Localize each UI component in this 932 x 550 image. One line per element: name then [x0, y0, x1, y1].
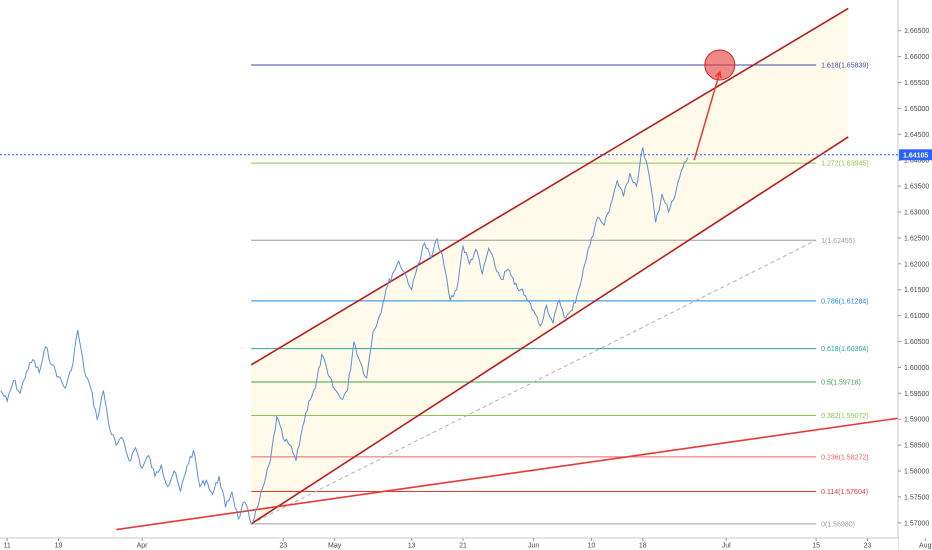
- fib-level-label: 1.618(1.65839): [821, 62, 868, 69]
- fib-level-label: 1.272(1.63945): [821, 161, 868, 168]
- price-line: [0, 147, 689, 525]
- price-tick-label: 1.58000: [904, 469, 929, 476]
- fib-trend-line: [250, 239, 817, 525]
- time-tick-label: 23: [864, 543, 872, 550]
- fib-level-label: 0.786(1.61284): [821, 298, 868, 305]
- price-tick-label: 1.62500: [904, 235, 929, 242]
- price-tick-label: 1.64500: [904, 132, 929, 139]
- price-tick-label: 1.57500: [904, 494, 929, 501]
- price-tick-label: 1.63000: [904, 210, 929, 217]
- fib-level-label: 1(1.62455): [821, 238, 855, 245]
- price-tick-label: 1.60500: [904, 339, 929, 346]
- price-tick-label: 1.59000: [904, 417, 929, 424]
- fib-level-label: 0.5(1.59718): [821, 380, 861, 387]
- price-tick-label: 1.59500: [904, 391, 929, 398]
- last-price-box: [899, 149, 932, 161]
- target-annotation: [693, 49, 736, 161]
- price-tick-label: 1.61000: [904, 313, 929, 320]
- time-tick-label: 13: [408, 543, 416, 550]
- time-tick-label: Jul: [722, 543, 731, 550]
- fib-level-label: 0(1.56980): [821, 521, 855, 528]
- channel-fill-area: [251, 8, 849, 524]
- time-axis-bg: [0, 538, 898, 550]
- projection-arrow-shaft: [693, 71, 721, 161]
- time-tick-label: Apr: [137, 543, 149, 550]
- price-tick-label: 1.57000: [904, 520, 929, 527]
- price-tick-label: 1.65000: [904, 106, 929, 113]
- fib-level-label: 0.236(1.58272): [821, 454, 868, 461]
- price-tick-label: 1.63500: [904, 184, 929, 191]
- price-tick-label: 1.58500: [904, 443, 929, 450]
- time-tick-label: 21: [459, 543, 467, 550]
- channel-lower-line: [250, 136, 849, 525]
- time-tick-label: May: [328, 543, 342, 550]
- last-price-marker: 1.64105: [0, 149, 932, 161]
- time-axis[interactable]: 1119Apr23May1321Jun1018Jul1523Aug1220: [0, 537, 932, 550]
- time-tick-label: Aug: [919, 543, 932, 550]
- target-circle: [704, 49, 736, 81]
- support-line: [116, 412, 932, 531]
- price-tick-label: 1.66000: [904, 54, 929, 61]
- last-price-label: 1.64105: [903, 152, 928, 159]
- price-tick-label: 1.60000: [904, 365, 929, 372]
- time-tick-label: 15: [812, 543, 820, 550]
- fib-level-label: 0.114(1.57604): [821, 489, 868, 496]
- time-tick-label: 19: [55, 543, 63, 550]
- channel-fill: [251, 8, 849, 524]
- fib-level-label: 0.618(1.60364): [821, 346, 868, 353]
- price-tick-label: 1.66500: [904, 28, 929, 35]
- time-tick-label: 18: [639, 543, 647, 550]
- price-tick-label: 1.64000: [904, 158, 929, 165]
- channel-upper-line: [250, 7, 849, 366]
- fib-level-label: 0.382(1.59072): [821, 413, 868, 420]
- price-series: [0, 147, 689, 525]
- time-tick-label: Jun: [528, 543, 539, 550]
- price-tick-label: 1.65500: [904, 80, 929, 87]
- time-tick-label: 10: [588, 543, 596, 550]
- price-axis[interactable]: 1.57000 1.57500 1.58000 1.58500 1.59000 1.595…: [897, 0, 932, 550]
- time-tick-label: 11: [4, 543, 11, 550]
- price-tick-label: 1.62000: [904, 261, 929, 268]
- time-tick-label: 23: [279, 543, 287, 550]
- price-tick-label: 1.61500: [904, 287, 929, 294]
- trend-lines: [116, 7, 932, 531]
- price-axis-bg: [898, 0, 932, 550]
